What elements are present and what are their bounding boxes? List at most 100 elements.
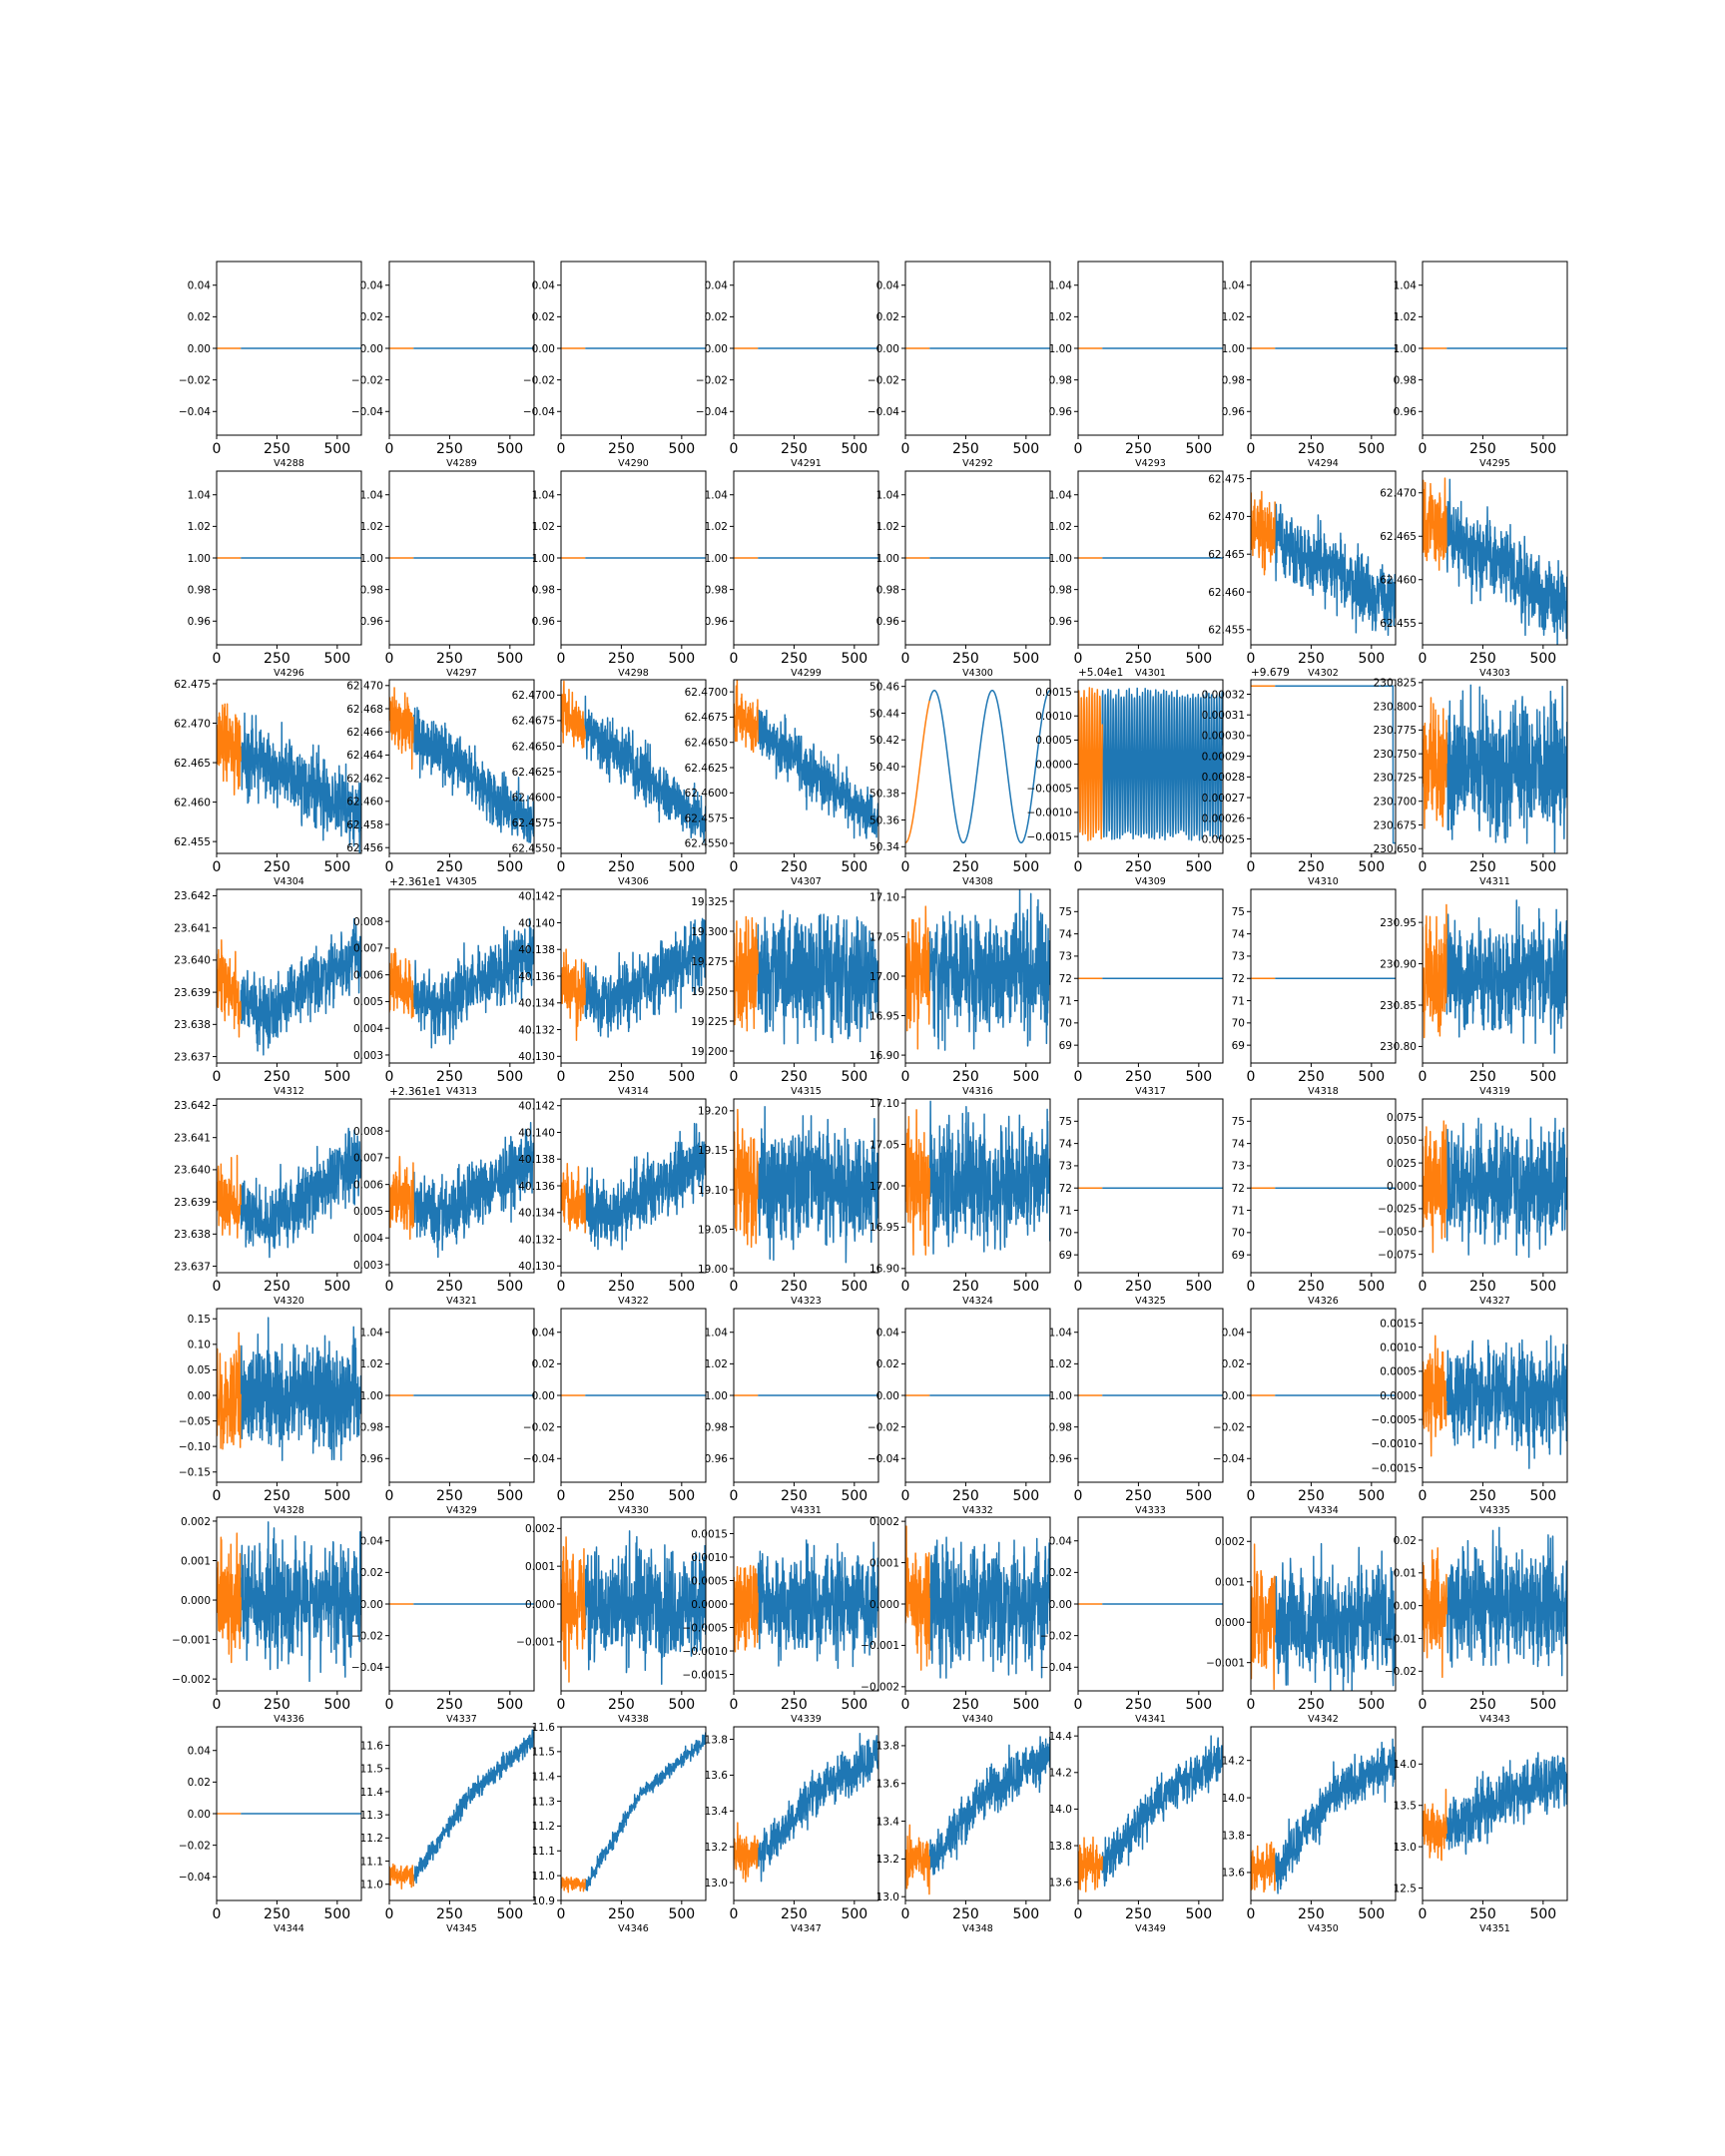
x-tick-label: 0 — [730, 1697, 739, 1713]
y-tick-label: 23.642 — [174, 1100, 211, 1112]
subplot-label: V4321 — [446, 1296, 477, 1307]
y-tick-label: 62.475 — [174, 679, 211, 691]
y-tick-label: 0.00 — [532, 343, 555, 355]
y-tick-label: 19.300 — [691, 926, 728, 938]
y-tick-label: 50.40 — [869, 762, 899, 774]
y-tick-label: 0.002 — [181, 1516, 211, 1528]
y-tick-label: 19.225 — [691, 1016, 728, 1028]
y-tick-label: 73 — [1232, 951, 1245, 963]
y-tick-label: 69 — [1059, 1250, 1072, 1262]
y-tick-label: −0.001 — [516, 1637, 555, 1649]
x-tick-label: 0 — [1419, 1279, 1428, 1295]
x-tick-label: 500 — [668, 651, 695, 667]
x-tick-label: 0 — [730, 1069, 739, 1085]
y-tick-label: 0.02 — [876, 311, 899, 323]
x-tick-label: 0 — [385, 651, 394, 667]
x-tick-label: 0 — [557, 1488, 566, 1504]
y-tick-label: 62.456 — [346, 842, 383, 854]
y-tick-label: 0.02 — [1394, 1535, 1417, 1547]
axes-frame — [388, 1726, 535, 1901]
series-line-rest — [240, 917, 361, 1056]
y-tick-label: 11.0 — [532, 1871, 555, 1883]
y-tick-label: −0.02 — [867, 1421, 899, 1433]
y-tick-label: 71 — [1232, 1205, 1245, 1217]
y-tick-label: 17.10 — [869, 1098, 899, 1110]
y-tick-label: 50.34 — [869, 841, 899, 853]
series-line-initial — [389, 947, 414, 1019]
x-tick-label: 500 — [841, 1279, 867, 1295]
x-tick-label: 250 — [781, 1069, 808, 1085]
x-tick-label: 500 — [1529, 1279, 1556, 1295]
series-line-initial — [1423, 477, 1447, 571]
y-tick-label: 1.02 — [188, 521, 211, 533]
x-tick-label: 500 — [1358, 1279, 1385, 1295]
y-tick-label: 230.80 — [1380, 1041, 1417, 1053]
subplot-label: V4338 — [618, 1714, 649, 1725]
subplot-V4289: 0.04 0.02 0.00 −0.02 −0.04 0 250 500 V4289 — [351, 261, 535, 469]
y-tick-label: −0.002 — [172, 1674, 211, 1686]
y-tick-label: 11.1 — [360, 1856, 383, 1868]
y-tick-label: 14.4 — [1049, 1731, 1073, 1743]
series-line-initial — [1423, 903, 1447, 1039]
y-tick-label: 62.4650 — [512, 741, 555, 753]
y-tick-label: 1.02 — [1222, 311, 1245, 323]
x-tick-label: 0 — [901, 1279, 910, 1295]
subplot-V4325: 75 74 73 72 71 70 69 0 250 500 V4325 — [1059, 1098, 1224, 1307]
x-tick-label: 500 — [1185, 1279, 1212, 1295]
y-tick-label: −0.04 — [1040, 1662, 1072, 1674]
subplot-label: V4305 — [446, 876, 477, 887]
x-tick-label: 250 — [436, 1069, 463, 1085]
series-line-initial — [561, 1876, 586, 1893]
x-tick-label: 250 — [1298, 1488, 1325, 1504]
x-tick-label: 500 — [496, 651, 523, 667]
x-tick-label: 250 — [608, 1697, 635, 1713]
y-tick-label: 0.04 — [1049, 1536, 1073, 1548]
series-line-initial — [905, 700, 930, 844]
y-tick-label: −0.0015 — [682, 1669, 728, 1681]
y-tick-label: 70 — [1232, 1018, 1245, 1030]
y-tick-label: 74 — [1232, 928, 1246, 940]
subplot-label: V4347 — [791, 1923, 822, 1934]
y-tick-label: −0.001 — [1206, 1657, 1245, 1669]
subplot-V4308: 50.46 50.44 50.42 50.40 50.38 50.36 50.340 250 5… — [869, 679, 1051, 887]
x-tick-label: 500 — [323, 1069, 350, 1085]
subplot-label: V4325 — [1135, 1296, 1166, 1307]
y-tick-label: −0.02 — [523, 1421, 555, 1433]
y-tick-label: 17.10 — [869, 892, 899, 904]
y-tick-label: 0.006 — [353, 1179, 383, 1191]
y-tick-label: 40.142 — [518, 890, 555, 902]
x-tick-label: 0 — [1074, 1279, 1083, 1295]
x-tick-label: 250 — [436, 1906, 463, 1922]
y-tick-label: 1.00 — [1222, 343, 1245, 355]
y-tick-label: 62.458 — [346, 819, 383, 831]
y-tick-label: 1.02 — [1049, 1358, 1072, 1370]
x-tick-label: 500 — [1185, 651, 1212, 667]
y-tick-label: −0.0005 — [1371, 1414, 1417, 1426]
y-tick-label: 0.04 — [532, 280, 556, 292]
subplot-V4332: 0.04 0.02 0.00 −0.02 −0.04 0 250 500 V4332 — [867, 1308, 1051, 1516]
x-tick-label: 0 — [730, 651, 739, 667]
y-tick-label: −0.04 — [351, 1662, 383, 1674]
subplot-label: V4328 — [274, 1505, 304, 1516]
x-tick-label: 0 — [730, 1488, 739, 1504]
y-tick-label: 0.0000 — [1380, 1390, 1417, 1402]
y-tick-label: 14.2 — [1222, 1755, 1245, 1767]
x-tick-label: 500 — [1358, 1069, 1385, 1085]
subplot-V4327: 0.075 0.050 0.025 0.000 −0.025 −0.050 −0.075 0 2… — [1378, 1098, 1568, 1307]
subplot-label: V4337 — [446, 1714, 477, 1725]
axes-frame — [388, 1098, 535, 1274]
y-tick-label: 230.725 — [1374, 773, 1417, 785]
y-tick-label: 72 — [1059, 1183, 1072, 1195]
x-tick-label: 250 — [1125, 1069, 1152, 1085]
y-tick-label: 40.132 — [518, 1024, 555, 1036]
x-tick-label: 0 — [557, 651, 566, 667]
y-tick-label: 13.6 — [1222, 1868, 1246, 1880]
x-tick-label: 0 — [730, 1906, 739, 1922]
y-tick-label: 11.2 — [532, 1821, 555, 1833]
x-tick-label: 0 — [901, 1697, 910, 1713]
x-tick-label: 0 — [1247, 1697, 1256, 1713]
y-tick-label: −0.02 — [523, 374, 555, 386]
y-tick-label: 0.001 — [869, 1557, 899, 1569]
subplot-V4301: 1.04 1.02 1.00 0.98 0.96 0 250 500 V4301 — [1049, 470, 1224, 679]
